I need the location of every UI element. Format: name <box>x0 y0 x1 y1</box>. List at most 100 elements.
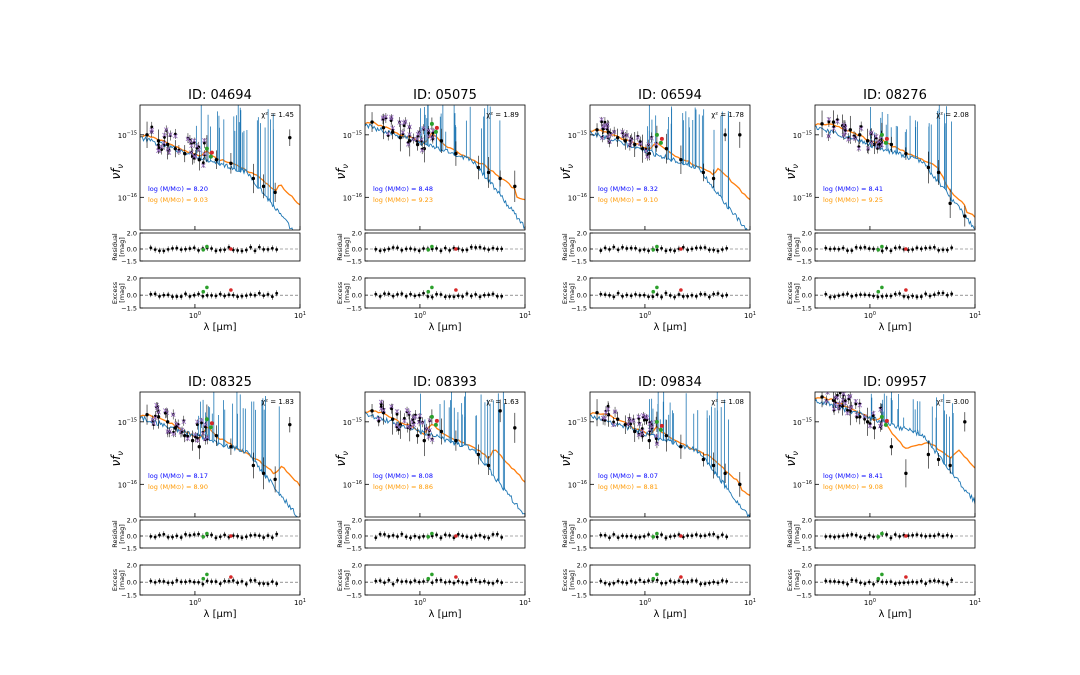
main-ytick-label-base: 10 <box>793 419 802 427</box>
residual-point <box>253 249 257 253</box>
residual-point <box>491 246 495 250</box>
residual-ytick-label: −1.5 <box>796 545 812 553</box>
excess-ylabel-line: [mag] <box>343 283 351 303</box>
model-point <box>388 116 394 122</box>
excess-point <box>166 581 170 585</box>
excess-point <box>642 293 646 297</box>
excess-point <box>837 294 841 298</box>
excess-point <box>171 295 174 299</box>
residual-red-point <box>229 534 233 538</box>
excess-point <box>396 579 399 582</box>
residual-point <box>456 532 460 536</box>
excess-point <box>487 293 491 297</box>
model-point <box>191 154 197 159</box>
residual-ytick-label: −1.5 <box>121 545 137 553</box>
residual-ytick-label: 0.0 <box>352 533 362 541</box>
model-point <box>390 125 396 131</box>
excess-point <box>677 293 681 296</box>
residual-ylabel-line: Residual <box>561 520 569 548</box>
residual-point <box>262 247 266 251</box>
model-point <box>191 138 197 143</box>
residual-point <box>149 246 153 250</box>
main-axes-frame <box>814 391 976 518</box>
model-point <box>378 399 384 405</box>
excess-point <box>452 295 456 299</box>
obs-point <box>723 471 727 476</box>
xtick-label-exp: 0 <box>648 598 651 604</box>
excess-point <box>262 582 266 586</box>
obs-point <box>229 161 233 166</box>
obs-point <box>397 428 400 432</box>
residual-point <box>647 533 650 536</box>
residual-point <box>898 245 901 249</box>
xlabel: λ [μm] <box>878 322 911 333</box>
excess-point <box>417 580 421 584</box>
model-point <box>878 407 883 412</box>
excess-ylabel-line: [mag] <box>793 283 801 303</box>
excess-point <box>699 582 703 586</box>
excess-point <box>828 295 832 299</box>
xtick-label-exp: 0 <box>873 598 876 604</box>
excess-point <box>257 291 261 295</box>
obs-point <box>855 415 859 419</box>
obs-point <box>868 422 872 425</box>
obs-point <box>963 214 967 218</box>
model-point <box>202 151 207 157</box>
residual-axes-frame <box>589 232 751 262</box>
obs-point <box>261 471 266 476</box>
residual-ylabel-line: Residual <box>786 233 794 261</box>
obs-point <box>273 477 277 482</box>
residual-point <box>275 532 279 536</box>
model-point <box>637 421 642 427</box>
residual-point <box>621 534 624 538</box>
residual-ytick-label: −1.5 <box>121 258 137 266</box>
excess-ytick-label: 2.0 <box>577 562 587 570</box>
residual-ytick-label: −1.5 <box>571 545 587 553</box>
excess-ytick-label: 0.0 <box>802 292 812 300</box>
residual-green-point <box>430 244 434 249</box>
residual-point <box>629 534 633 538</box>
excess-green-point <box>654 132 659 137</box>
excess-point <box>469 578 473 582</box>
excess-ylabel-line: Excess <box>336 568 344 591</box>
excess-point <box>854 579 858 582</box>
model-point <box>649 135 654 141</box>
main-ytick-label: 10−16 <box>568 193 587 202</box>
main-ytick-label-exp: −16 <box>127 193 137 199</box>
excess-point <box>413 579 417 583</box>
model-point <box>162 132 167 138</box>
main-plot-area <box>140 105 300 230</box>
excess-green-point <box>880 572 884 577</box>
xtick-label: 101 <box>519 598 531 607</box>
obs-point <box>846 408 849 412</box>
residual-point <box>400 248 404 252</box>
obs-point <box>633 429 637 434</box>
excess-point <box>448 295 451 298</box>
excess-point <box>374 292 378 296</box>
residual-point <box>833 247 836 251</box>
excess-point <box>439 578 443 582</box>
obs-point <box>145 412 149 417</box>
model-point <box>602 122 608 128</box>
blue-model-spectrum <box>140 415 299 517</box>
panel-title: ID: 04694 <box>188 88 252 103</box>
obs-point <box>415 433 420 438</box>
residual-green-point <box>205 244 209 249</box>
main-plot-area <box>590 392 750 517</box>
excess-point <box>184 580 187 584</box>
excess-point <box>919 295 923 299</box>
model-point <box>846 394 852 400</box>
main-ytick-label-base: 10 <box>568 194 577 202</box>
excess-point <box>616 291 620 295</box>
model-point <box>621 133 626 138</box>
obs-point <box>615 417 620 421</box>
excess-point <box>478 580 482 584</box>
excess-axes-frame <box>814 277 976 309</box>
obs-point <box>832 125 836 129</box>
residual-point <box>184 247 187 251</box>
obs-point <box>431 131 435 135</box>
excess-point <box>625 581 629 585</box>
excess-point <box>404 580 408 583</box>
